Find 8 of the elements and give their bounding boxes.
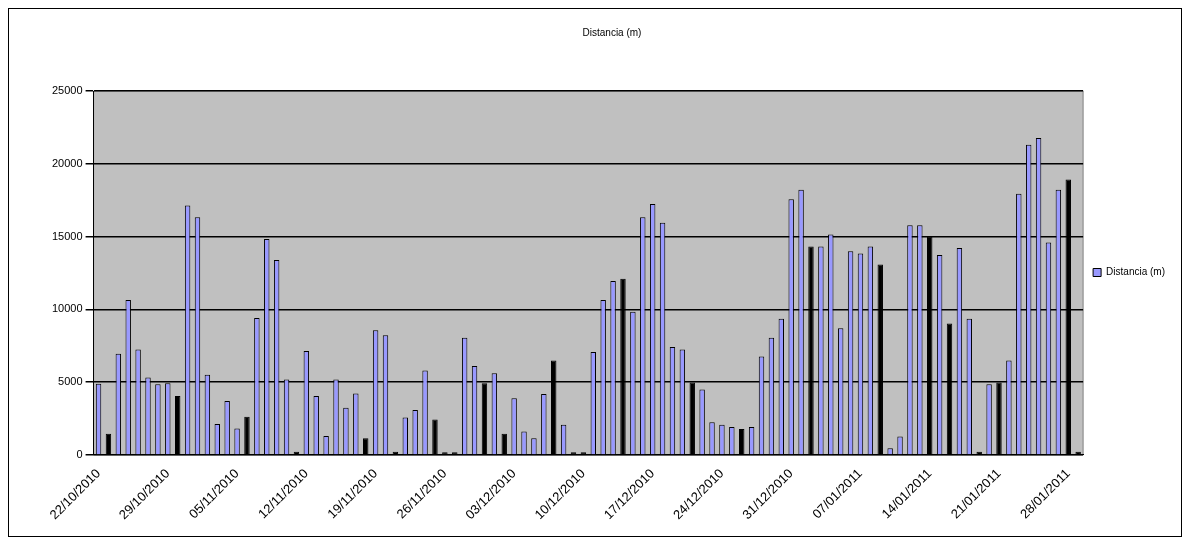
y-tick-label: 10000 (51, 302, 83, 315)
y-tick-label: 15000 (51, 229, 83, 242)
y-tick-label: 0 (76, 447, 83, 460)
chart-title: Distancia (m) (582, 26, 642, 38)
y-tick-label: 5000 (58, 375, 83, 388)
y-tick-label: 25000 (51, 84, 83, 97)
legend-label: Distancia (m) (1106, 266, 1166, 278)
y-tick-label: 20000 (51, 156, 83, 169)
